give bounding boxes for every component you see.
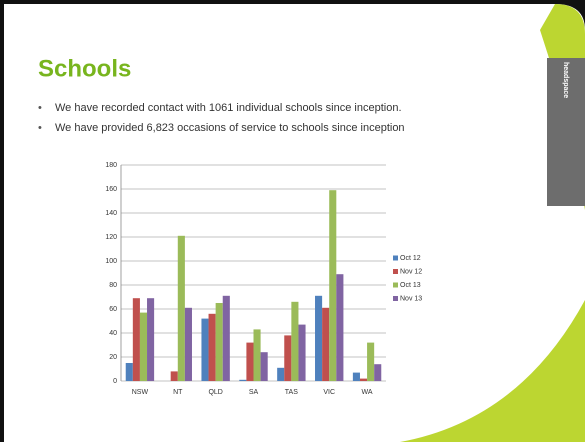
bar xyxy=(222,295,230,381)
bar xyxy=(315,295,323,381)
corner-accent xyxy=(540,4,585,210)
bar xyxy=(177,235,185,381)
x-tick-label: TAS xyxy=(285,389,298,396)
y-tick-label: 20 xyxy=(109,354,117,361)
tab-label: headspace xyxy=(562,62,569,98)
x-tick-label: NSW xyxy=(132,389,149,396)
bullet: We have recorded contact with 1061 indiv… xyxy=(55,102,402,114)
y-tick-label: 120 xyxy=(105,234,117,241)
bar xyxy=(201,318,209,381)
legend-label: Nov 12 xyxy=(400,268,422,275)
x-tick-label: SA xyxy=(249,389,259,396)
bar xyxy=(329,190,337,381)
x-tick-label: WA xyxy=(362,389,373,396)
bar xyxy=(298,324,306,381)
y-tick-label: 60 xyxy=(109,306,117,313)
y-tick-label: 0 xyxy=(113,378,117,385)
bar xyxy=(277,367,285,381)
bar xyxy=(336,274,344,381)
legend-swatch xyxy=(393,269,398,274)
side-tab xyxy=(547,58,585,206)
bar xyxy=(253,329,261,381)
slide-title: Schools xyxy=(38,55,131,82)
y-tick-label: 140 xyxy=(105,210,117,217)
bar xyxy=(359,378,368,381)
bar xyxy=(184,307,192,381)
bar xyxy=(352,372,360,381)
bar xyxy=(284,335,292,381)
bar xyxy=(260,352,268,381)
bar xyxy=(139,312,148,381)
bar xyxy=(239,379,247,381)
x-tick-label: QLD xyxy=(208,389,222,396)
legend-label: Nov 13 xyxy=(400,295,422,302)
y-tick-label: 40 xyxy=(109,330,117,337)
bar xyxy=(215,303,223,381)
y-tick-label: 160 xyxy=(105,186,117,193)
legend-swatch xyxy=(393,296,398,301)
bar xyxy=(170,371,178,381)
y-tick-label: 80 xyxy=(109,282,117,289)
y-tick-label: 100 xyxy=(105,258,117,265)
bar xyxy=(246,342,254,381)
bar xyxy=(125,363,133,381)
bar xyxy=(291,301,299,381)
bar xyxy=(374,364,382,381)
legend-swatch xyxy=(393,282,398,288)
bullet: We have provided 6,823 occasions of serv… xyxy=(55,122,405,134)
x-tick-label: NT xyxy=(173,389,183,396)
legend-label: Oct 12 xyxy=(400,255,421,262)
bar xyxy=(322,307,330,381)
bullet-dot: • xyxy=(38,102,42,114)
corner-swoosh xyxy=(400,300,585,442)
bar xyxy=(208,313,216,381)
x-tick-label: VIC xyxy=(323,389,335,396)
legend-swatch xyxy=(393,255,398,261)
bar xyxy=(367,342,375,381)
y-tick-label: 180 xyxy=(105,162,117,169)
legend-label: Oct 13 xyxy=(400,282,421,289)
bullet-dot: • xyxy=(38,122,42,134)
bar xyxy=(147,298,155,381)
bar xyxy=(132,298,140,381)
chart: 0 20 40 60 80 100 120 140 160 180 NSW NT QLD SA TAS VIC… xyxy=(105,162,422,396)
